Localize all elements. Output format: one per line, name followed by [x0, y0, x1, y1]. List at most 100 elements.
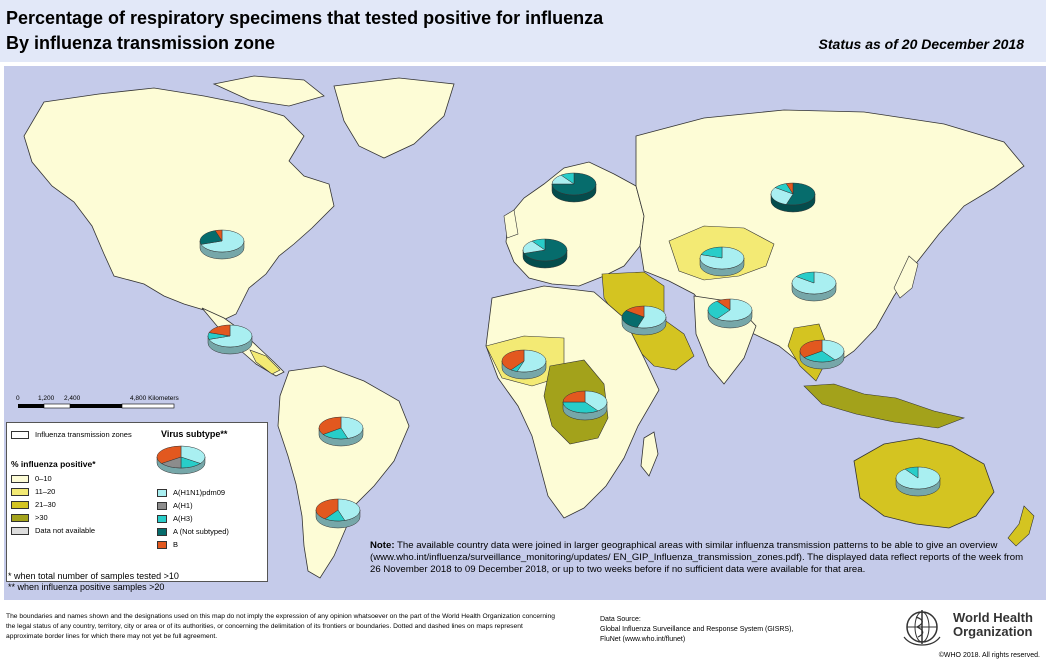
who-name: World Health Organization — [953, 611, 1033, 639]
pie-slice — [560, 172, 575, 185]
legend-pct-swatch — [11, 474, 29, 483]
data-source-line2: FluNet (www.who.int/flunet) — [600, 636, 686, 643]
who-emblem-icon — [903, 610, 941, 646]
disclaimer-text: The boundaries and names shown and the d… — [6, 613, 555, 640]
pie-slice — [501, 349, 525, 371]
note-label: Note: — [370, 540, 395, 551]
legend-pct-swatch — [11, 487, 29, 496]
scale-tick-1200: 1,200 — [38, 395, 55, 402]
pie-slice — [770, 187, 794, 205]
legend-subtype-label: A(H3) — [173, 514, 193, 523]
legend-subtype-swatch — [157, 527, 167, 536]
legend-subtype-label: B — [173, 540, 179, 549]
zone-indonesia — [803, 383, 966, 429]
legend-subtype-item: B — [157, 539, 178, 550]
landmass-madagascar — [640, 431, 659, 477]
pie-slice — [318, 416, 342, 435]
map-title: Percentage of respiratory specimens that… — [6, 8, 604, 28]
legend-subtype-label: A(H1) — [173, 501, 193, 510]
legend-subtype-item: A(H3) — [157, 513, 193, 524]
pie-slice — [199, 230, 223, 245]
legend-zones-label: Influenza transmission zones — [35, 430, 132, 439]
who-name-line1: World Health — [953, 610, 1033, 625]
legend-pct-title: % influenza positive* — [11, 459, 96, 469]
legend-pct-item: 21–30 — [11, 499, 56, 510]
legend-subtype-item: A(H1N1)pdm09 — [157, 487, 225, 498]
legend-subtype-swatch — [157, 501, 167, 510]
legend-virus-subtype-title: Virus subtype** — [161, 429, 228, 439]
zone-central-america-highlight — [249, 349, 281, 375]
legend-pct-label: 0–10 — [35, 474, 52, 483]
scale-tick-0: 0 — [16, 395, 20, 402]
legend-box: Influenza transmission zones Virus subty… — [6, 422, 268, 582]
pie-slice — [200, 229, 245, 253]
pie-slice — [208, 324, 253, 348]
pie-slice — [716, 298, 731, 311]
pie-western-asia — [621, 305, 667, 336]
legend-subtype-label: A(H1N1)pdm09 — [173, 488, 226, 497]
landmass-japan — [893, 255, 919, 299]
scale-bar: 0 1,200 2,400 4,800 Kilometers — [12, 392, 222, 424]
pie-slice — [636, 305, 667, 329]
legend-pct-item: Data not available — [11, 525, 95, 536]
pie-slice — [208, 324, 231, 337]
legend-pct-label: Data not available — [35, 526, 96, 535]
copyright: ©WHO 2018. All rights reserved. — [938, 652, 1040, 659]
pie-chart-layer — [199, 172, 941, 529]
pie-slice — [700, 246, 723, 259]
pie-central-america — [207, 324, 253, 355]
pie-slice — [785, 182, 816, 206]
who-name-line2: Organization — [953, 624, 1033, 639]
pie-western-africa — [501, 349, 547, 380]
pie-slice — [584, 390, 608, 412]
scale-tick-2400: 2,400 — [64, 395, 81, 402]
pie-slice — [156, 445, 182, 464]
pie-slice — [516, 349, 547, 373]
pie-oceania — [895, 466, 941, 497]
legend-pct-swatch — [11, 526, 29, 535]
landmass-greenland — [333, 77, 455, 159]
legend-pct-swatch — [11, 513, 29, 522]
legend-pct-item: 0–10 — [11, 473, 52, 484]
pie-slice — [785, 182, 794, 195]
landmass-uk — [503, 209, 519, 239]
pie-southern-asia — [707, 298, 753, 329]
pie-slice — [523, 238, 568, 262]
pie-slice — [562, 390, 586, 403]
pie-slice — [340, 416, 364, 439]
pie-slice — [621, 310, 645, 328]
pie-slice — [803, 350, 836, 363]
pie-slice — [799, 339, 823, 358]
footnotes: * when total number of samples tested >1… — [8, 571, 179, 593]
pie-slice — [821, 339, 845, 361]
pie-south-west-europe — [522, 238, 568, 269]
scale-tick-4800: 4,800 Kilometers — [130, 395, 179, 402]
data-source: Data Source: Global Influenza Surveillan… — [600, 615, 880, 645]
data-source-label: Data Source: — [600, 616, 641, 623]
pie-middle-africa — [562, 390, 608, 421]
legend-subtype-swatch — [157, 488, 167, 497]
footnote-positive-samples: ** when influenza positive samples >20 — [8, 582, 165, 592]
landmass-arctic-islands — [212, 75, 325, 107]
legend-pct-label: 21–30 — [35, 500, 56, 509]
pie-slice — [716, 298, 753, 322]
legend-subtype-item: A(H1) — [157, 500, 193, 511]
landmass-north-america — [23, 87, 335, 323]
header-band: Percentage of respiratory specimens that… — [0, 0, 1046, 62]
pie-northern-europe — [551, 172, 597, 203]
legend-sample-pie — [156, 445, 206, 475]
pie-eastern-asia — [791, 271, 837, 302]
pie-slice — [562, 401, 599, 414]
pie-slice — [337, 498, 361, 521]
pie-slice — [904, 466, 919, 479]
status-date: Status as of 20 December 2018 — [818, 36, 1024, 52]
legend-pct-item: >30 — [11, 512, 48, 523]
legend-subtype-label: A (Not subtyped) — [173, 527, 229, 536]
legend-zones-swatch — [11, 430, 29, 439]
legend-subtype-item: A (Not subtyped) — [157, 526, 229, 537]
pie-slice — [531, 238, 546, 251]
pie-slice — [214, 229, 223, 242]
pie-legend-sample — [156, 445, 206, 475]
map-subtitle: By influenza transmission zone — [6, 33, 276, 53]
legend-subtype-swatch — [157, 514, 167, 523]
